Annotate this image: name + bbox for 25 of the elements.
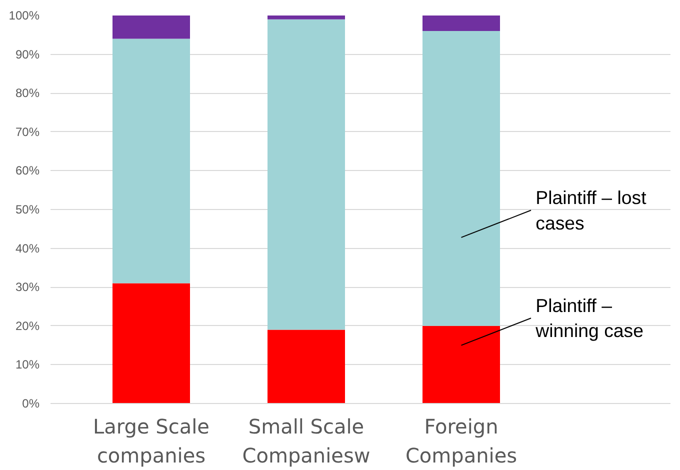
y-tick-label: 40% bbox=[15, 241, 40, 256]
annotation: Plaintiff – winning case bbox=[534, 295, 644, 342]
bar bbox=[422, 16, 500, 32]
y-tick-label: 90% bbox=[15, 47, 40, 62]
annotation: Plaintiff – lost cases bbox=[536, 187, 648, 234]
bar bbox=[112, 38, 190, 284]
bar bbox=[268, 19, 345, 330]
x-tick-label: Foreign Companies bbox=[405, 414, 518, 468]
x-tick-label: Small Scale Companiesw bbox=[242, 414, 370, 468]
y-tick-label: 30% bbox=[15, 280, 40, 294]
bar bbox=[268, 16, 345, 20]
bar bbox=[112, 283, 190, 404]
y-tick-label: 0% bbox=[22, 396, 40, 410]
y-tick-label: 10% bbox=[15, 358, 40, 372]
y-tick-label: 50% bbox=[15, 202, 40, 216]
bar bbox=[422, 326, 500, 404]
x-tick-label: Large Scale companies bbox=[93, 414, 210, 468]
y-tick-label: 60% bbox=[15, 164, 40, 178]
bar bbox=[112, 16, 190, 39]
y-tick-label: 100% bbox=[8, 8, 40, 22]
bar bbox=[268, 330, 345, 404]
bar bbox=[422, 31, 500, 326]
y-tick-label: 70% bbox=[15, 124, 40, 139]
y-tick-label: 20% bbox=[15, 318, 40, 333]
y-tick-label: 80% bbox=[15, 86, 40, 100]
